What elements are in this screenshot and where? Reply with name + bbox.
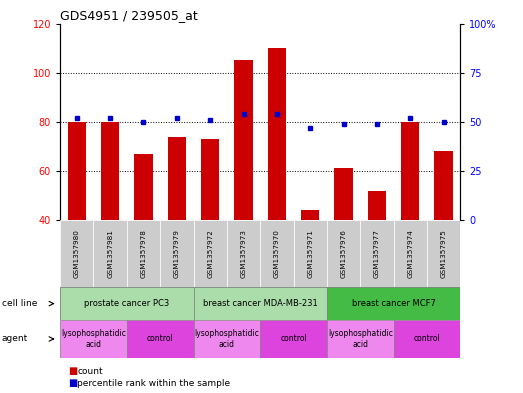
Bar xyxy=(334,169,353,220)
Bar xyxy=(168,136,186,220)
Bar xyxy=(194,220,227,287)
Text: control: control xyxy=(147,334,174,343)
Bar xyxy=(427,220,460,287)
Bar xyxy=(160,220,194,287)
Bar xyxy=(394,320,460,358)
Text: agent: agent xyxy=(2,334,28,343)
Bar xyxy=(127,320,194,358)
Bar xyxy=(368,191,386,220)
Text: GSM1357981: GSM1357981 xyxy=(107,229,113,278)
Text: lysophosphatidic
acid: lysophosphatidic acid xyxy=(61,329,126,349)
Bar xyxy=(227,220,260,287)
Text: control: control xyxy=(414,334,440,343)
Bar xyxy=(301,210,320,220)
Text: cell line: cell line xyxy=(2,299,37,308)
Text: lysophosphatidic
acid: lysophosphatidic acid xyxy=(328,329,393,349)
Text: breast cancer MCF7: breast cancer MCF7 xyxy=(351,299,436,308)
Text: GSM1357975: GSM1357975 xyxy=(440,229,447,278)
Bar xyxy=(67,122,86,220)
Text: GSM1357976: GSM1357976 xyxy=(340,229,347,278)
Text: GDS4951 / 239505_at: GDS4951 / 239505_at xyxy=(60,9,198,22)
Text: GSM1357978: GSM1357978 xyxy=(141,229,146,278)
Bar xyxy=(394,220,427,287)
Bar xyxy=(60,287,194,320)
Bar xyxy=(94,220,127,287)
Bar xyxy=(327,287,460,320)
Bar xyxy=(435,151,453,220)
Bar xyxy=(268,48,286,220)
Bar xyxy=(293,220,327,287)
Bar xyxy=(101,122,119,220)
Text: GSM1357972: GSM1357972 xyxy=(207,229,213,278)
Text: percentile rank within the sample: percentile rank within the sample xyxy=(77,379,231,387)
Text: GSM1357977: GSM1357977 xyxy=(374,229,380,278)
Text: control: control xyxy=(280,334,307,343)
Bar xyxy=(327,220,360,287)
Text: ■: ■ xyxy=(68,366,77,376)
Bar xyxy=(234,61,253,220)
Bar xyxy=(260,320,327,358)
Text: prostate cancer PC3: prostate cancer PC3 xyxy=(84,299,169,308)
Bar xyxy=(134,154,153,220)
Text: GSM1357973: GSM1357973 xyxy=(241,229,246,278)
Text: GSM1357974: GSM1357974 xyxy=(407,229,413,278)
Bar xyxy=(260,220,293,287)
Bar xyxy=(201,139,219,220)
Bar xyxy=(194,320,260,358)
Bar xyxy=(127,220,160,287)
Text: GSM1357970: GSM1357970 xyxy=(274,229,280,278)
Text: ■: ■ xyxy=(68,378,77,388)
Text: GSM1357971: GSM1357971 xyxy=(307,229,313,278)
Bar xyxy=(60,220,94,287)
Text: GSM1357979: GSM1357979 xyxy=(174,229,180,278)
Bar xyxy=(194,287,327,320)
Text: lysophosphatidic
acid: lysophosphatidic acid xyxy=(195,329,259,349)
Text: breast cancer MDA-MB-231: breast cancer MDA-MB-231 xyxy=(203,299,317,308)
Bar xyxy=(401,122,419,220)
Text: GSM1357980: GSM1357980 xyxy=(74,229,80,278)
Bar xyxy=(60,320,127,358)
Bar xyxy=(327,320,393,358)
Bar xyxy=(360,220,393,287)
Text: count: count xyxy=(77,367,103,376)
